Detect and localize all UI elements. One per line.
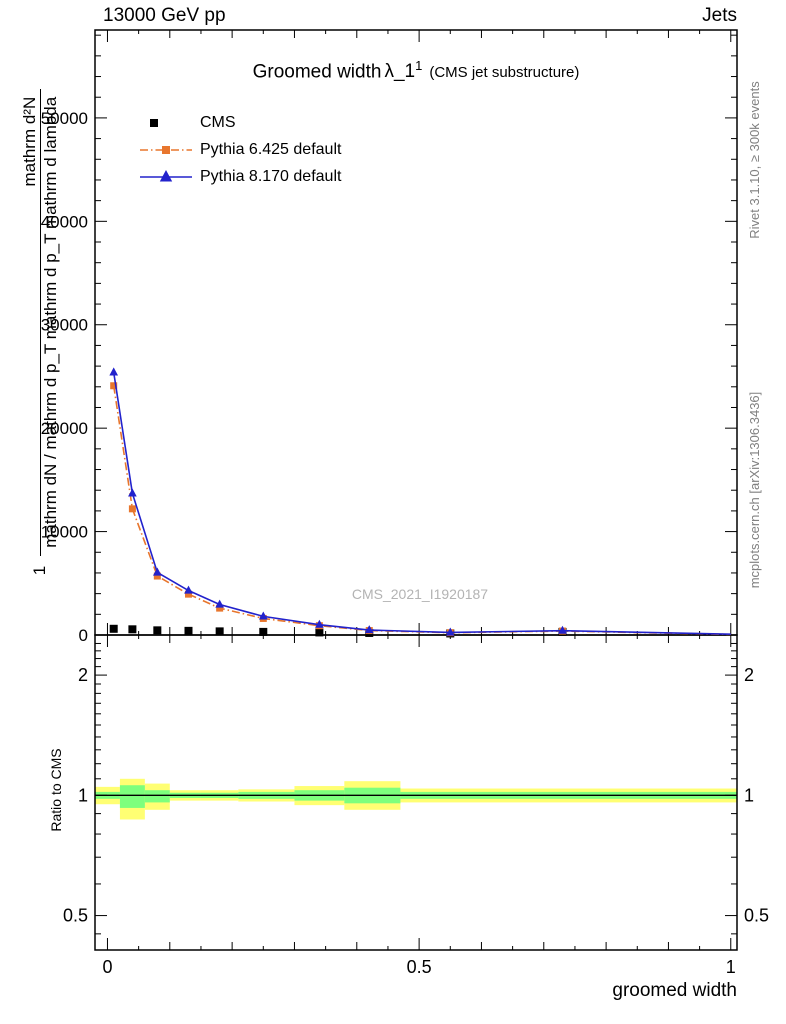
plot-title-side: (CMS jet substructure)	[429, 64, 580, 82]
legend-marker-pythia8	[140, 170, 192, 182]
analysis-group-label: Jets	[702, 5, 737, 26]
svg-text:40000: 40000	[41, 212, 88, 231]
y-label-numerator: mathrm d²N	[19, 96, 39, 187]
x-axis-label: groomed width	[612, 980, 737, 1001]
mcplots-reference-note: mcplots.cern.ch [arXiv:1306.3436]	[747, 391, 762, 589]
svg-text:1: 1	[744, 785, 754, 805]
rivet-version-note: Rivet 3.1.10, ≥ 300k events	[747, 81, 762, 239]
legend-label-pythia8: Pythia 8.170 default	[200, 168, 342, 185]
ratio-y-axis-label: Ratio to CMS	[48, 748, 64, 832]
plot-title-symbol: λ_1	[384, 61, 416, 83]
ratio-frame	[94, 634, 738, 951]
legend-label-pythia6: Pythia 6.425 default	[200, 141, 342, 158]
svg-text:0: 0	[102, 957, 112, 977]
svg-text:0.5: 0.5	[63, 906, 88, 926]
y-label-denominator: mathrm dN / mathrm d p_T mathrm d p_T ma…	[39, 88, 61, 556]
y-label-fraction: mathrm d²N mathrm dN / mathrm d p_T math…	[19, 88, 61, 556]
svg-text:0: 0	[79, 626, 88, 645]
y-label-prefix: 1	[30, 565, 49, 576]
svg-text:2: 2	[744, 665, 754, 685]
legend-label-cms: CMS	[200, 114, 236, 131]
plot-title-superscript: 1	[415, 58, 423, 73]
plot-title-main: Groomed width	[252, 61, 382, 83]
analysis-id-watermark: CMS_2021_I1920187	[351, 586, 489, 602]
svg-text:20000: 20000	[41, 419, 88, 438]
axis-tick-labels: 0 10000 20000 30000 40000 50000 0.5 0.5 1 1 2 2 0 0.5…	[41, 109, 769, 977]
ratio-bands	[95, 778, 737, 820]
axes-ticks	[95, 30, 737, 950]
beam-energy-label: 13000 GeV pp	[103, 5, 226, 26]
legend-marker-pythia6	[140, 146, 192, 154]
series-pythia8	[109, 367, 731, 636]
legend-marker-cms	[150, 119, 158, 127]
svg-text:30000: 30000	[41, 316, 88, 335]
svg-text:1: 1	[78, 785, 88, 805]
svg-text:2: 2	[78, 665, 88, 685]
svg-text:1: 1	[726, 957, 736, 977]
main-y-axis-label: 1 mathrm d²N mathrm dN / mathrm d p_T ma…	[10, 32, 70, 632]
svg-text:0.5: 0.5	[407, 957, 432, 977]
svg-text:50000: 50000	[41, 109, 88, 128]
main-frame	[94, 29, 738, 636]
plot-title: Groomed width λ_11 (CMS jet substructure)	[95, 58, 737, 83]
svg-text:10000: 10000	[41, 523, 88, 542]
svg-text:0.5: 0.5	[744, 906, 769, 926]
